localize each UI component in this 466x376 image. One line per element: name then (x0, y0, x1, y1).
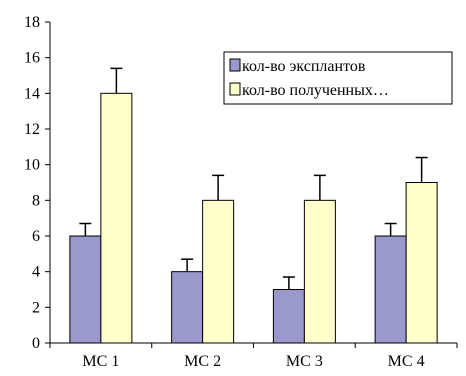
bar-obtained (303, 199, 336, 344)
x-tick-label: МС 4 (388, 353, 425, 370)
y-tick-label: 10 (24, 157, 40, 174)
error-bars (79, 67, 428, 290)
y-tick-label: 4 (32, 264, 40, 281)
bars (69, 92, 438, 344)
legend-swatch-explants (229, 58, 241, 72)
y-tick-label: 6 (32, 228, 40, 245)
legend-box (223, 51, 453, 105)
bar-obtained (202, 199, 235, 344)
y-tick-label: 18 (24, 14, 40, 31)
bar-obtained (100, 92, 133, 344)
bar-explants (69, 235, 102, 344)
x-tick-label: МС 2 (184, 353, 221, 370)
legend-label-explants: кол-во эксплантов (242, 58, 366, 75)
y-tick-label: 16 (24, 50, 40, 67)
bar-obtained (405, 182, 438, 344)
y-tick-label: 0 (32, 335, 40, 352)
y-tick-label: 8 (32, 192, 40, 209)
bar-explants (374, 235, 407, 344)
legend-swatch-obtained (229, 82, 241, 96)
y-tick-label: 14 (24, 85, 40, 102)
bar-explants (272, 289, 305, 344)
y-tick-label: 12 (24, 121, 40, 138)
x-tick-label: МС 1 (82, 353, 119, 370)
axes: 0 2 4 6 8 10 12 14 16 18 МС 1 МС 2 МС 3 МС 4 (24, 14, 458, 370)
y-tick-label: 2 (32, 299, 40, 316)
legend-label-obtained: кол-во полученных… (242, 82, 389, 99)
bar-explants (171, 271, 204, 344)
x-tick-label: МС 3 (286, 353, 323, 370)
legend: кол-во эксплантов кол-во полученных… (223, 51, 453, 105)
